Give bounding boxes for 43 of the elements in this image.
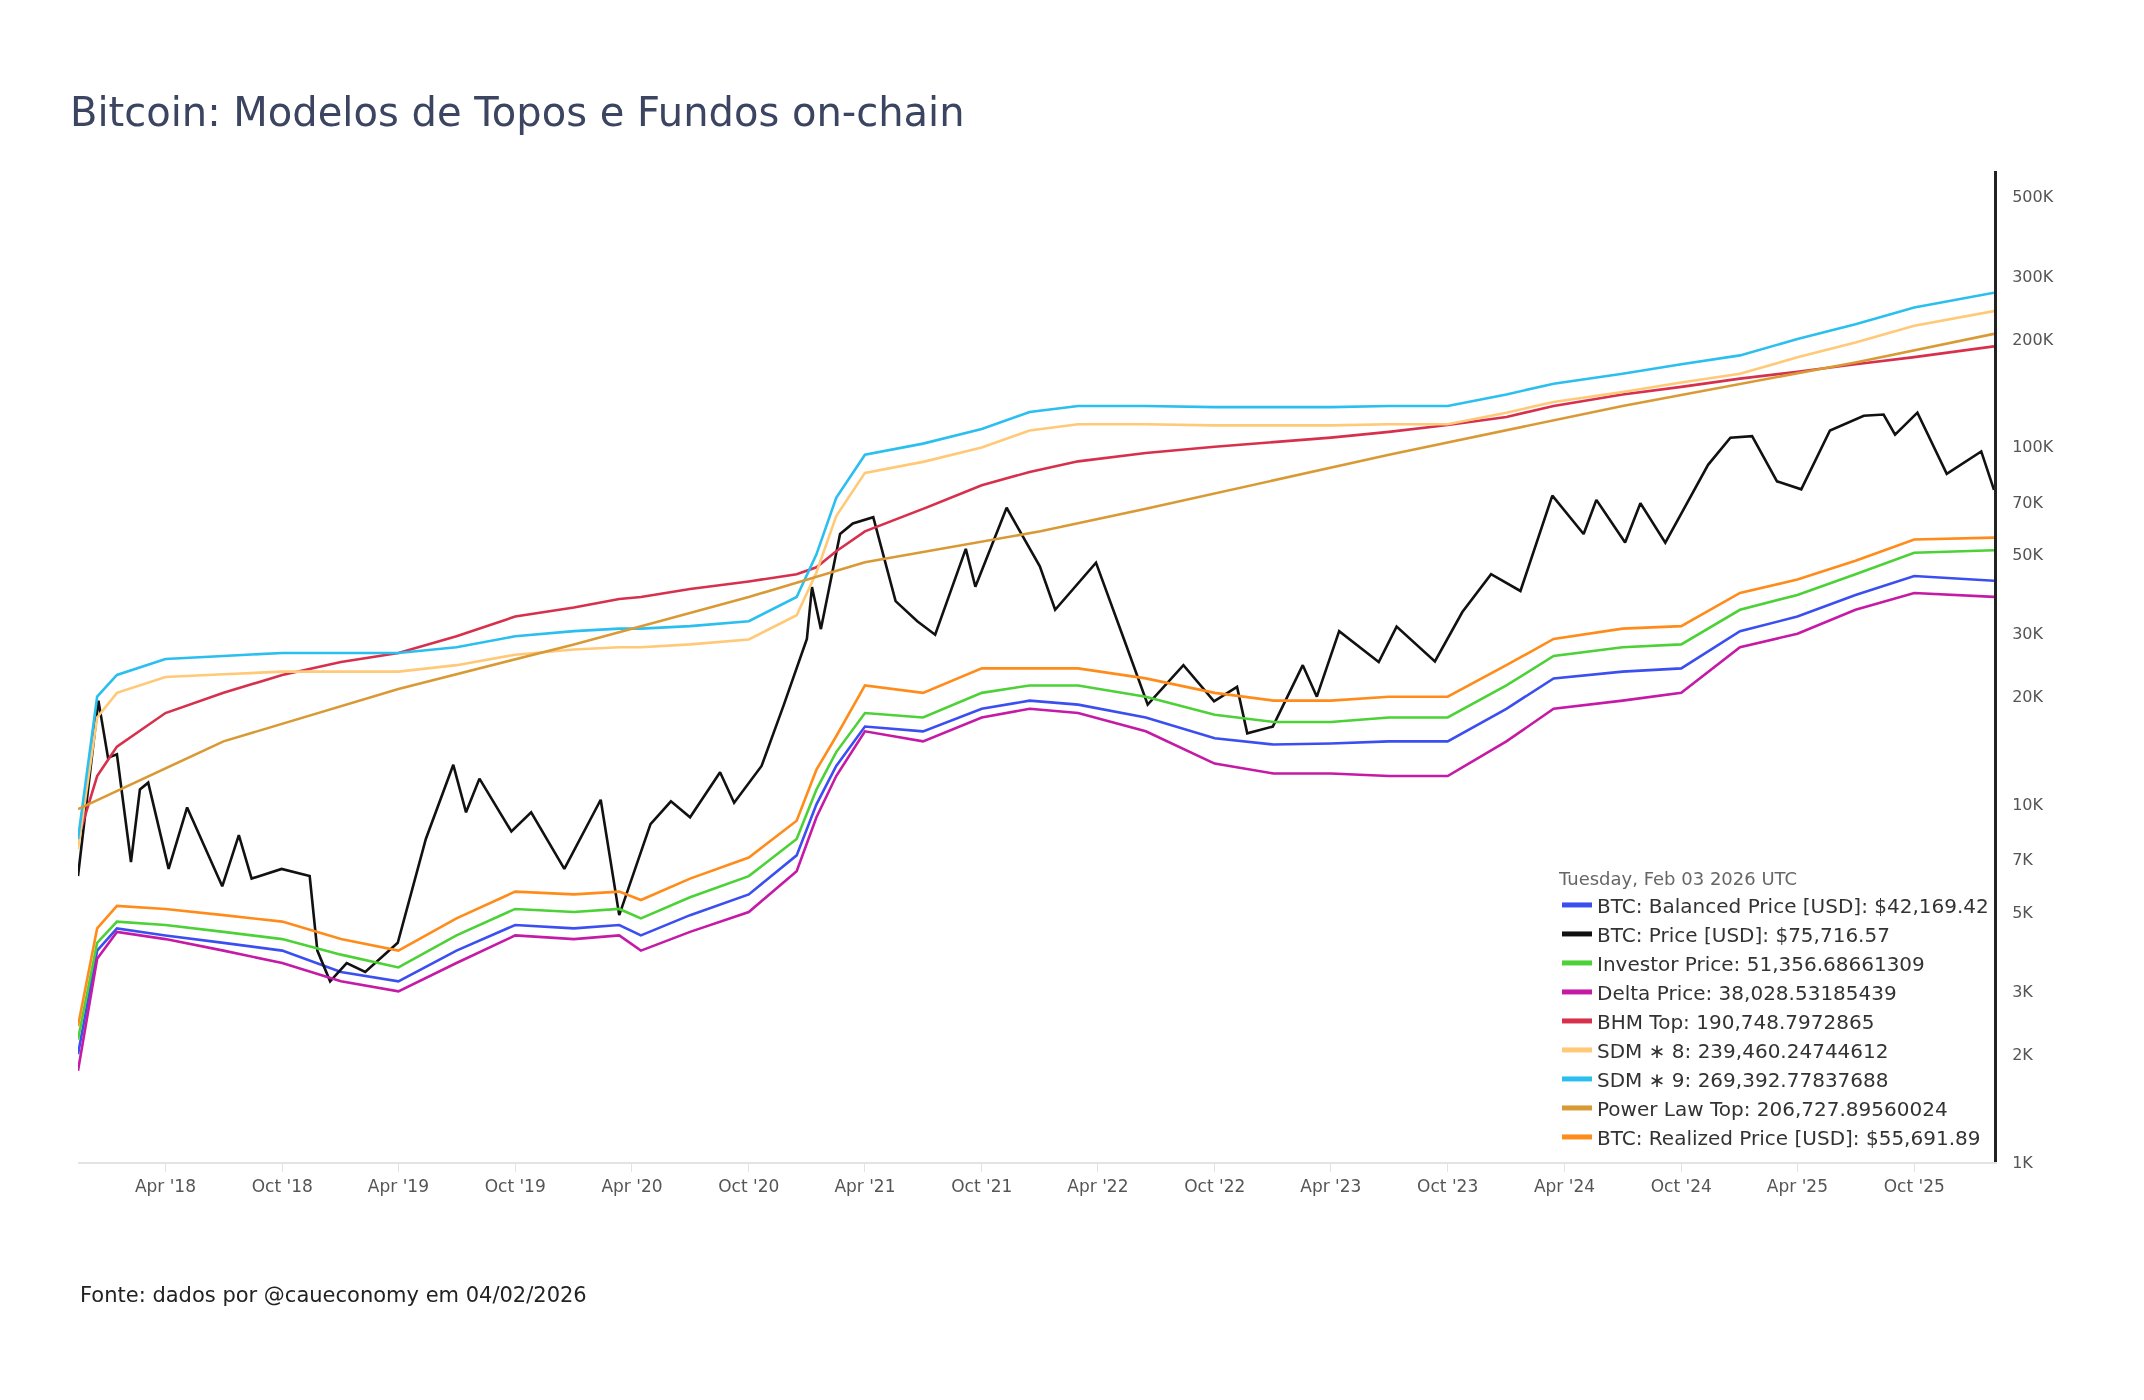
x-tick-label: Oct '18 — [251, 1176, 313, 1197]
y-tick-label: 20K — [2012, 687, 2044, 707]
legend-label: Power Law Top: 206,727.89560024 — [1597, 1096, 1948, 1121]
x-tick-label: Oct '23 — [1417, 1176, 1479, 1197]
x-tick-label: Oct '22 — [1184, 1176, 1246, 1197]
chart-title: Bitcoin: Modelos de Topos e Fundos on-chain — [70, 89, 965, 135]
legend-label: Delta Price: 38,028.53185439 — [1597, 980, 1897, 1005]
y-tick-label: 5K — [2012, 902, 2034, 922]
legend-label: BHM Top: 190,748.7972865 — [1597, 1009, 1875, 1034]
legend-title: Tuesday, Feb 03 2026 UTC — [1558, 868, 1798, 890]
legend-label: SDM ∗ 9: 269,392.77837688 — [1597, 1067, 1889, 1092]
legend-label: SDM ∗ 8: 239,460.24744612 — [1597, 1038, 1889, 1063]
line-series — [78, 411, 1994, 983]
y-tick-label: 7K — [2012, 850, 2034, 870]
y-tick-label: 70K — [2012, 492, 2044, 512]
y-tick-label: 300K — [2012, 266, 2054, 286]
y-tick-label: 500K — [2012, 187, 2054, 207]
x-tick-label: Oct '25 — [1883, 1176, 1945, 1197]
legend-label: Investor Price: 51,356.68661309 — [1597, 951, 1925, 976]
y-tick-label: 1K — [2012, 1152, 2034, 1172]
legend-label: BTC: Realized Price [USD]: $55,691.89 — [1597, 1125, 1981, 1150]
y-tick-label: 200K — [2012, 329, 2054, 349]
y-tick-label: 100K — [2012, 437, 2054, 457]
x-tick-label: Oct '24 — [1650, 1176, 1712, 1197]
legend-label: BTC: Balanced Price [USD]: $42,169.42 — [1597, 893, 1989, 918]
y-tick-label: 10K — [2012, 794, 2044, 814]
x-tick-label: Apr '19 — [367, 1176, 429, 1197]
x-tick-label: Apr '22 — [1067, 1176, 1129, 1197]
y-tick-label: 30K — [2012, 624, 2044, 644]
x-tick-label: Apr '23 — [1300, 1176, 1362, 1197]
x-tick-label: Oct '19 — [484, 1176, 546, 1197]
source-note: Fonte: dados por @caueconomy em 04/02/2026 — [80, 1283, 587, 1307]
x-tick-label: Apr '24 — [1533, 1176, 1596, 1197]
y-tick-label: 50K — [2012, 544, 2044, 564]
x-tick-label: Oct '21 — [951, 1176, 1013, 1197]
x-tick-label: Apr '21 — [834, 1176, 896, 1197]
x-tick-label: Apr '25 — [1766, 1176, 1828, 1197]
x-tick-label: Oct '20 — [718, 1176, 780, 1197]
y-tick-label: 3K — [2012, 981, 2034, 1001]
y-tick-label: 2K — [2012, 1044, 2034, 1064]
x-tick-label: Apr '18 — [134, 1176, 196, 1197]
legend-label: BTC: Price [USD]: $75,716.57 — [1597, 922, 1890, 947]
x-tick-label: Apr '20 — [601, 1176, 663, 1197]
